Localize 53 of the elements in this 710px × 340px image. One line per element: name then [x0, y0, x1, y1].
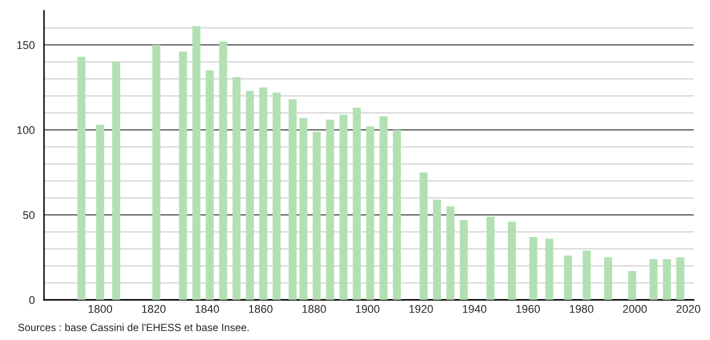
x-tick-label: 1880 — [302, 305, 326, 313]
bar — [446, 206, 454, 300]
bar — [582, 250, 591, 300]
bar — [206, 70, 214, 300]
y-tick-label: 100 — [17, 126, 35, 134]
bar — [96, 124, 104, 300]
bar — [246, 90, 254, 300]
bar — [352, 108, 361, 300]
bar — [508, 222, 516, 300]
bar — [232, 77, 241, 300]
bar — [662, 259, 671, 300]
bar — [366, 126, 374, 300]
bar — [77, 56, 86, 300]
x-tick-label: 1900 — [356, 305, 380, 313]
bar — [564, 256, 572, 300]
y-tick-label: 0 — [29, 296, 35, 304]
x-tick-label: 1980 — [570, 305, 594, 313]
bar — [460, 220, 468, 300]
y-tick-label: 50 — [23, 211, 35, 220]
bar — [179, 52, 188, 300]
x-tick-label: 2020 — [676, 305, 700, 313]
x-tick-label: 1960 — [516, 305, 540, 313]
x-tick-label: 2000 — [623, 305, 647, 313]
bar — [628, 270, 636, 300]
bar — [604, 257, 612, 300]
bar — [392, 130, 401, 300]
y-tick-label: 150 — [17, 41, 35, 50]
x-tick-label: 1920 — [409, 305, 433, 313]
bar — [219, 41, 228, 300]
x-tick-label: 1940 — [462, 305, 486, 313]
bar — [152, 44, 160, 300]
bar — [650, 259, 658, 300]
bar — [192, 26, 200, 300]
source-note: Sources : base Cassini de l'EHESS et base Insee. — [18, 323, 249, 332]
x-tick-label: 1820 — [142, 305, 166, 313]
x-tick-label: 1840 — [196, 305, 220, 313]
bar — [288, 99, 297, 300]
bar — [299, 118, 308, 300]
bar — [312, 132, 321, 300]
bar — [272, 92, 281, 300]
x-tick-label: 1860 — [249, 305, 272, 313]
bar — [112, 62, 120, 300]
bar — [380, 116, 388, 300]
bar — [529, 236, 538, 300]
bar — [545, 238, 554, 300]
bar — [326, 120, 334, 300]
bar — [259, 87, 268, 300]
bar — [420, 172, 428, 300]
bar — [339, 114, 348, 300]
bar — [486, 216, 494, 300]
bar — [676, 257, 684, 300]
bar — [433, 200, 442, 300]
x-tick-label: 1800 — [88, 305, 112, 313]
